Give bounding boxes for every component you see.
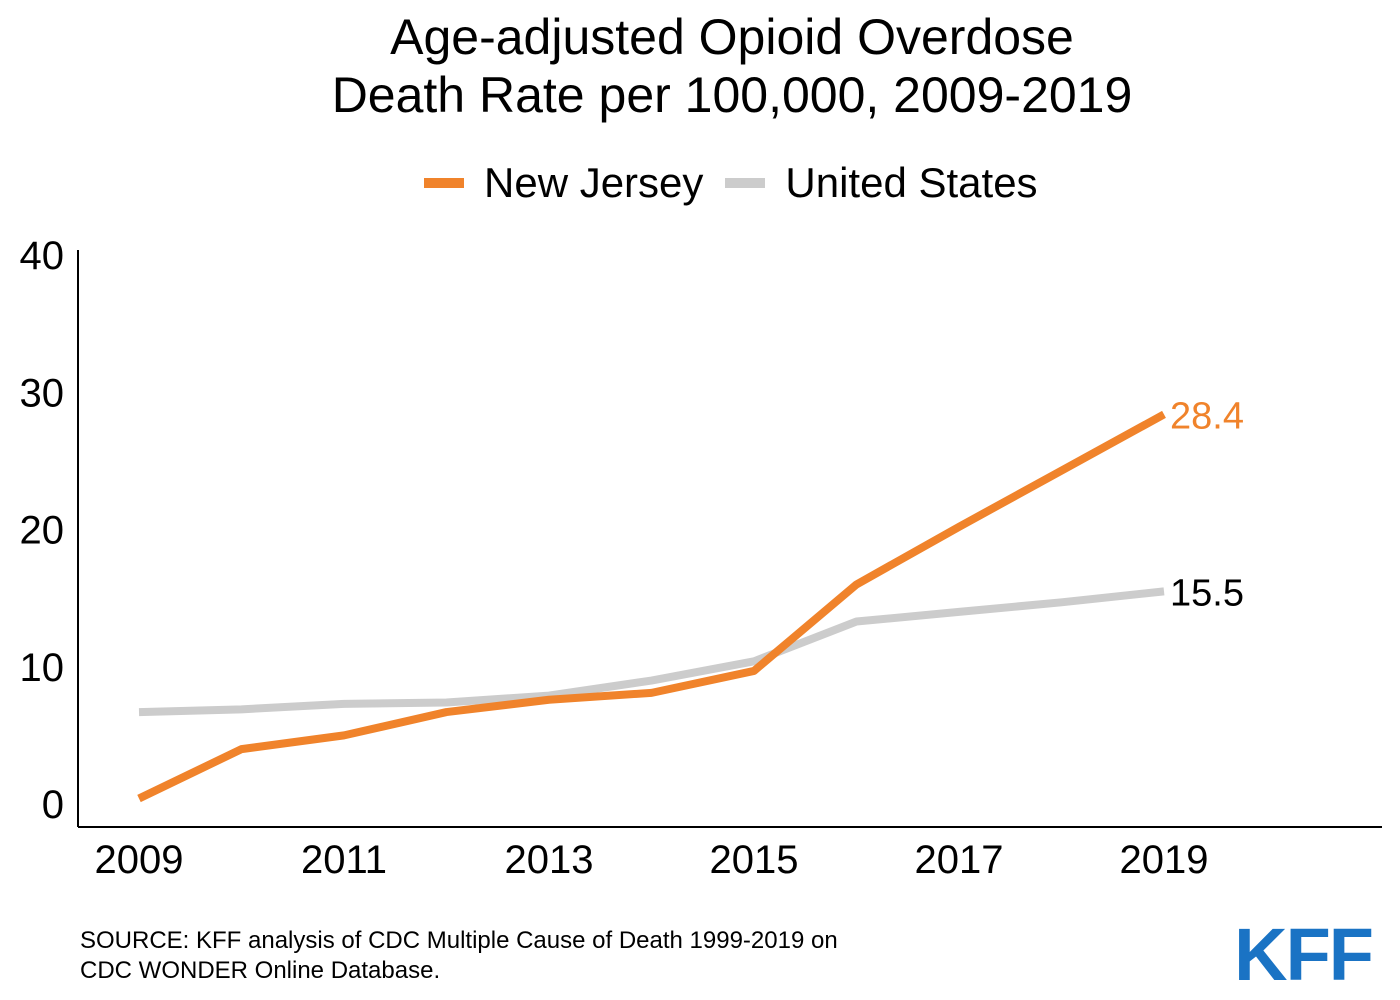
kff-logo: KFF <box>1234 913 1374 996</box>
y-tick-label-30: 30 <box>20 371 65 415</box>
source-line-2: CDC WONDER Online Database. <box>80 957 441 984</box>
legend-swatch-united-states <box>725 178 766 188</box>
legend-label-new-jersey: New Jersey <box>484 159 704 206</box>
y-tick-label-20: 20 <box>20 509 65 553</box>
x-tick-label-2009: 2009 <box>95 838 184 882</box>
source-note: SOURCE: KFF analysis of CDC Multiple Cau… <box>80 926 838 986</box>
legend: New Jersey United States <box>424 158 1060 208</box>
end-label-new-jersey: 28.4 <box>1170 395 1244 437</box>
end-label-united-states: 15.5 <box>1170 572 1244 614</box>
legend-item-new-jersey: New Jersey <box>424 159 703 207</box>
chart-title: Age-adjusted Opioid Overdose Death Rate … <box>331 9 1133 123</box>
legend-item-united-states: United States <box>725 159 1038 207</box>
x-tick-label-2015: 2015 <box>710 838 799 882</box>
source-line-1: SOURCE: KFF analysis of CDC Multiple Cau… <box>80 927 838 954</box>
x-tick-label-2017: 2017 <box>915 838 1004 882</box>
x-tick-label-2013: 2013 <box>505 838 594 882</box>
y-tick-label-10: 10 <box>20 646 65 690</box>
x-tick-label-2011: 2011 <box>301 838 387 882</box>
y-tick-label-40: 40 <box>20 234 65 278</box>
legend-swatch-new-jersey <box>424 178 464 188</box>
legend-label-united-states: United States <box>785 159 1038 206</box>
y-tick-label-0: 0 <box>42 783 64 827</box>
x-tick-label-2019: 2019 <box>1120 838 1209 882</box>
